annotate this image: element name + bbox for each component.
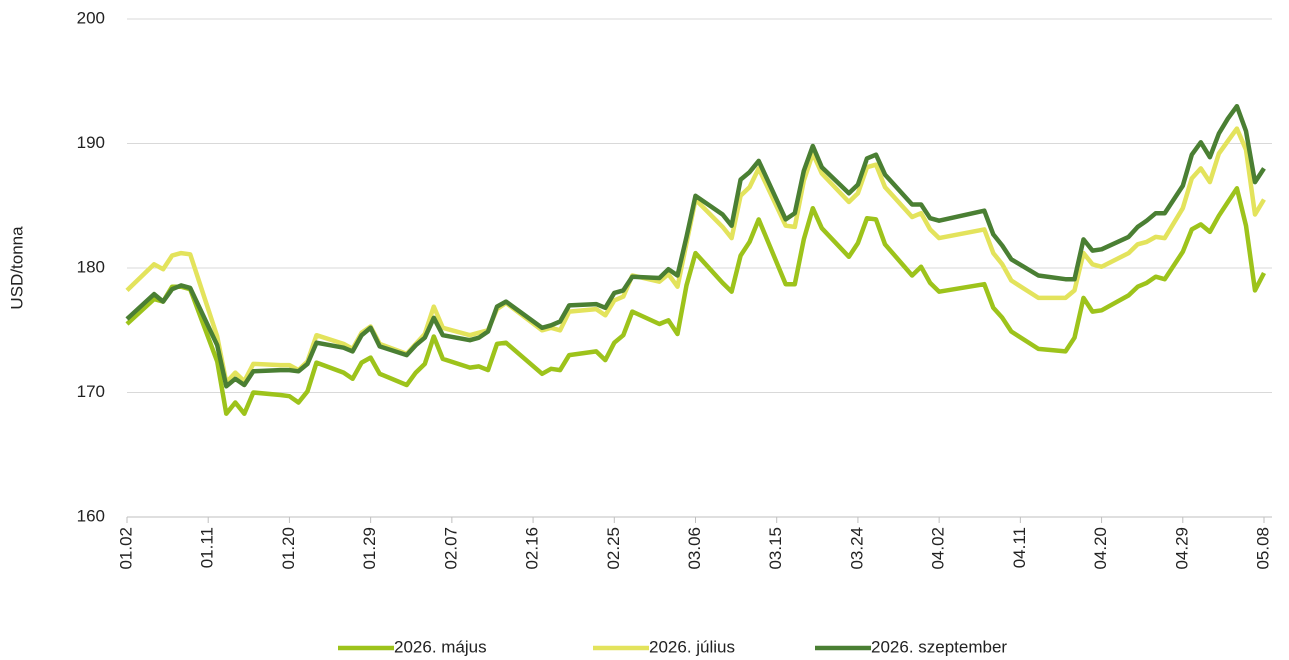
y-tick-label: 170: [77, 382, 105, 401]
y-tick-label: 160: [77, 506, 105, 525]
legend-label: 2026. május: [394, 637, 487, 656]
legend-label: 2026. szeptember: [871, 637, 1007, 656]
y-tick-label: 200: [77, 8, 105, 27]
x-tick-label: 01.11: [198, 527, 217, 568]
x-tick-label: 03.06: [685, 527, 704, 570]
series-line: [125, 103, 1266, 389]
legend-label: 2026. július: [649, 637, 735, 656]
x-tick-label: 01.02: [116, 527, 135, 570]
x-tick-label: 02.25: [604, 527, 623, 570]
x-tick-label: 02.16: [523, 527, 542, 570]
x-tick-label: 04.11: [1010, 527, 1029, 568]
x-tick-label: 02.07: [441, 527, 460, 570]
x-tick-label: 01.20: [279, 527, 298, 570]
x-tick-label: 04.29: [1172, 527, 1191, 570]
x-tick-label: 04.20: [1091, 527, 1110, 570]
series-line: [125, 186, 1266, 416]
x-tick-label: 03.24: [847, 527, 866, 570]
x-tick-label: 05.08: [1253, 527, 1272, 570]
x-tick-label: 03.15: [766, 527, 785, 570]
x-tick-label: 01.29: [360, 527, 379, 570]
y-tick-label: 190: [77, 133, 105, 152]
y-axis-label: USD/tonna: [7, 226, 26, 310]
y-tick-label: 180: [77, 257, 105, 276]
x-tick-label: 04.02: [929, 527, 948, 570]
